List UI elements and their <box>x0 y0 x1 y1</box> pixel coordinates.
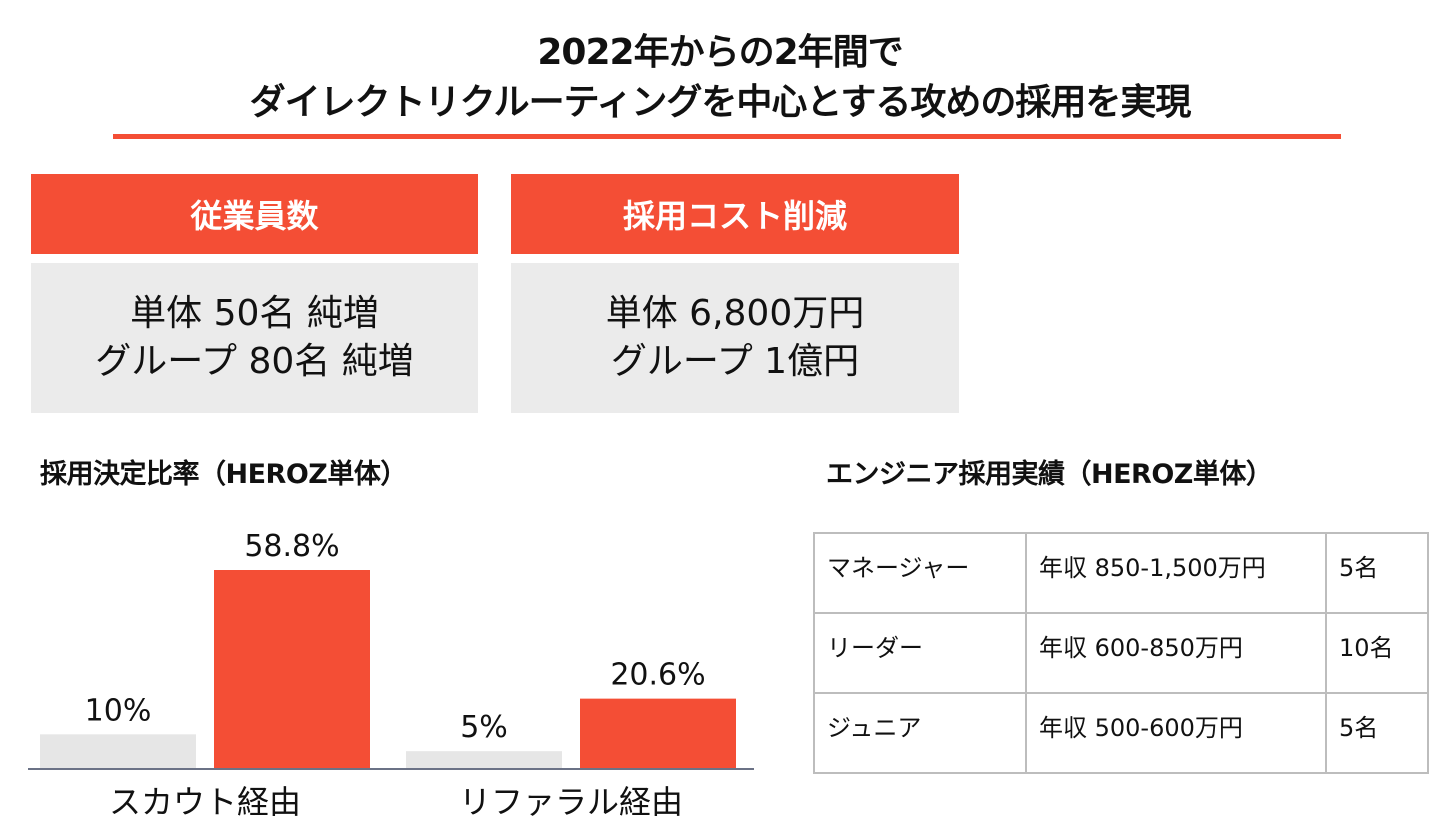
data-label: 58.8% <box>244 529 339 564</box>
cost-reduction-heading: 採用コスト削減 <box>511 174 959 254</box>
hiring-ratio-chart: 10% 58.8% スカウト経由 5% 20.6% リファラル経由 <box>28 529 754 821</box>
category-label: スカウト経由 <box>109 783 301 821</box>
salary-cell: 年収 500-600万円 <box>1025 692 1327 774</box>
data-label: 5% <box>460 710 508 745</box>
employee-count-body: 単体 50名 純増 グループ 80名 純増 <box>31 263 478 413</box>
cost-reduction-body: 単体 6,800万円 グループ 1億円 <box>511 263 959 413</box>
headcount-cell: 5名 <box>1325 532 1429 614</box>
salary-cell: 年収 600-850万円 <box>1025 612 1327 694</box>
bar-HEROZ-0 <box>214 570 370 768</box>
employee-count-heading: 従業員数 <box>31 174 478 254</box>
page-title: 2022年からの2年間で ダイレクトリクルーティングを中心とする攻めの採用を実現 <box>0 28 1440 128</box>
employee-count-line: 単体 50名 純増 <box>130 293 379 334</box>
table-row: ジュニア 年収 500-600万円 5名 <box>813 692 1429 774</box>
salary-cell: 年収 850-1,500万円 <box>1025 532 1327 614</box>
bar-baseline-0 <box>40 734 196 768</box>
employee-count-line: グループ 80名 純増 <box>95 341 414 382</box>
role-cell: リーダー <box>813 612 1027 694</box>
data-label: 20.6% <box>610 658 705 693</box>
data-label: 10% <box>85 693 152 728</box>
table-row: リーダー 年収 600-850万円 10名 <box>813 612 1429 694</box>
engineer-hiring-table: マネージャー 年収 850-1,500万円 5名 リーダー 年収 600-850万円 10… <box>813 532 1429 774</box>
chart-title: 採用決定比率（HEROZ単体） <box>40 459 407 490</box>
role-cell: マネージャー <box>813 532 1027 614</box>
title-line-1: 2022年からの2年間で <box>537 32 903 73</box>
headcount-cell: 10名 <box>1325 612 1429 694</box>
headcount-cell: 5名 <box>1325 692 1429 774</box>
bar-HEROZ-1 <box>580 698 736 768</box>
title-underline <box>113 134 1341 139</box>
table-title: エンジニア採用実績（HEROZ単体） <box>826 459 1273 490</box>
table-row: マネージャー 年収 850-1,500万円 5名 <box>813 532 1429 614</box>
bar-baseline-1 <box>406 751 562 768</box>
category-label: リファラル経由 <box>459 783 683 821</box>
title-line-2: ダイレクトリクルーティングを中心とする攻めの採用を実現 <box>249 82 1192 123</box>
cost-reduction-line: 単体 6,800万円 <box>605 293 865 334</box>
cost-reduction-line: グループ 1億円 <box>610 341 860 382</box>
role-cell: ジュニア <box>813 692 1027 774</box>
